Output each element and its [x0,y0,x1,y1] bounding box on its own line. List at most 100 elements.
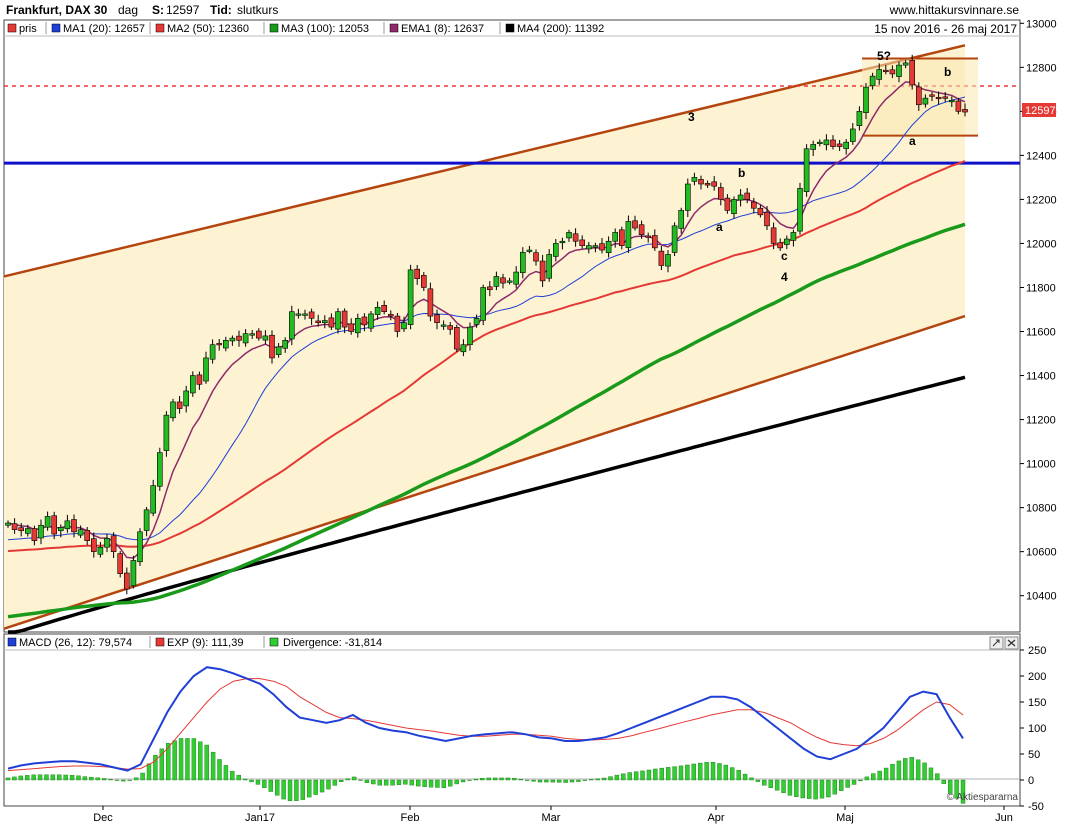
candle-body [559,240,566,244]
divergence-bar [608,776,613,781]
divergence-bar [18,775,24,781]
divergence-bar [524,779,530,781]
divergence-bar [537,779,543,783]
candle-body [909,59,916,86]
legend-ma4-label: MA4 (200): 11392 [517,23,604,35]
candle-body [374,306,381,315]
legend-ma1-label: MA1 (20): 12657 [63,23,145,35]
divergence-bar [864,776,870,781]
divergence-bar [262,779,267,788]
candle-body [295,313,302,316]
divergence-bar [665,767,671,781]
candle-body [414,268,421,279]
price-tick-label: 13000 [1026,18,1057,30]
divergence-bar [210,751,216,781]
divergence-bar [941,779,946,784]
divergence-bar [69,775,75,781]
divergence-bar [678,765,684,781]
legend-ma1-swatch [51,23,61,33]
divergence-bar [627,772,632,781]
candle-body [354,317,361,334]
time-tick-label: Mar [542,812,561,824]
candle-body [242,333,249,344]
type-value: slutkurs [237,3,278,17]
divergence-bar [794,779,799,797]
divergence-bar [755,779,761,782]
divergence-bar [198,741,203,781]
price-axis: 1300012800126001240012200120001180011600… [1020,18,1057,603]
divergence-bar [704,762,709,781]
legend-ma3-label: MA3 (100): 12053 [281,23,369,35]
candle-body [137,531,143,563]
time-tick-label: Feb [401,812,420,824]
divergence-bar [947,779,953,794]
wave-label-a-mid: a [716,220,723,234]
divergence-bar [915,759,921,781]
close-panel-icon[interactable] [1004,636,1019,650]
divergence-bar [774,779,780,791]
candle-body [579,239,586,246]
divergence-bar [883,767,889,781]
candle-body [830,139,836,147]
divergence-bar [851,779,857,785]
price-tick-label: 12200 [1026,194,1057,206]
candle-body [302,313,308,316]
divergence-bar [396,779,402,785]
macd-signal-line [7,678,964,772]
wave-label-3: 3 [688,110,695,124]
divergence-bar [710,762,716,781]
divergence-bar [928,767,934,781]
divergence-bar [57,774,62,781]
candle-body [387,314,394,317]
divergence-bar [601,777,607,781]
divergence-bar [153,754,158,781]
last-value: 12597 [166,3,200,17]
divergence-bar [339,779,344,783]
divergence-bar [76,775,81,781]
candle-body [341,310,348,328]
price-tick-label: 12400 [1026,150,1057,162]
last-price-tag: 12597 [1025,105,1056,117]
period-label: dag [118,3,138,17]
divergence-bar [166,742,171,781]
candle-body [797,188,803,232]
candle-body [361,316,368,326]
divergence-bar [95,777,100,781]
candle-body [183,390,189,407]
divergence-bar [736,770,741,781]
divergence-bar [845,779,850,788]
divergence-bar [351,776,357,781]
candle-body [770,227,777,244]
divergence-bar [101,778,107,781]
price-tick-label: 12800 [1026,62,1057,74]
price-tick-label: 11200 [1026,415,1056,427]
divergence-bar [595,778,600,781]
candle-body [486,286,493,290]
divergence-bar [435,779,440,788]
candle-body [731,199,737,215]
divergence-bar [185,738,190,781]
divergence-bar [326,779,331,790]
price-tick-label: 11400 [1026,371,1056,383]
candle-body [64,520,71,530]
ma3-100-line [7,222,966,619]
price-tick-label: 10600 [1026,547,1057,559]
zoom-icon[interactable] [989,636,1004,650]
candle-body [124,572,130,590]
divergence-bar [505,777,511,781]
divergence-bar [114,779,120,781]
candle-body [896,64,902,77]
candle-body [473,317,480,325]
candle-body [882,69,889,73]
candle-body [948,100,955,103]
divergence-bar [960,779,966,804]
divergence-bar [563,779,568,783]
price-tick-label: 10800 [1026,503,1057,515]
candle-body [38,524,44,539]
ma2-50-line [7,160,966,553]
candle-body [24,528,31,534]
divergence-bar [813,779,818,800]
candle-body [519,251,526,274]
candle-body [190,375,196,394]
